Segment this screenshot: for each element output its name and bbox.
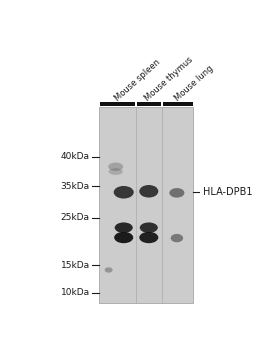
Text: 25kDa: 25kDa bbox=[61, 214, 90, 222]
Text: Mouse thymus: Mouse thymus bbox=[143, 55, 195, 103]
Ellipse shape bbox=[109, 168, 123, 175]
Ellipse shape bbox=[139, 232, 158, 243]
Text: Mouse spleen: Mouse spleen bbox=[113, 57, 162, 103]
Ellipse shape bbox=[105, 267, 113, 273]
Text: Mouse lung: Mouse lung bbox=[173, 63, 215, 103]
Bar bbox=[99, 107, 193, 303]
Ellipse shape bbox=[115, 223, 133, 233]
Text: 10kDa: 10kDa bbox=[60, 288, 90, 297]
Text: HLA-DPB1: HLA-DPB1 bbox=[203, 187, 253, 197]
Ellipse shape bbox=[114, 232, 133, 243]
Ellipse shape bbox=[169, 188, 184, 198]
Bar bbox=[163, 102, 192, 106]
Ellipse shape bbox=[171, 234, 183, 242]
Text: 35kDa: 35kDa bbox=[60, 182, 90, 191]
Text: 40kDa: 40kDa bbox=[61, 152, 90, 161]
Ellipse shape bbox=[114, 186, 134, 198]
Text: 15kDa: 15kDa bbox=[60, 260, 90, 270]
Ellipse shape bbox=[108, 162, 123, 171]
Ellipse shape bbox=[139, 185, 158, 197]
Ellipse shape bbox=[140, 223, 158, 233]
Bar bbox=[137, 102, 161, 106]
Bar bbox=[100, 102, 135, 106]
